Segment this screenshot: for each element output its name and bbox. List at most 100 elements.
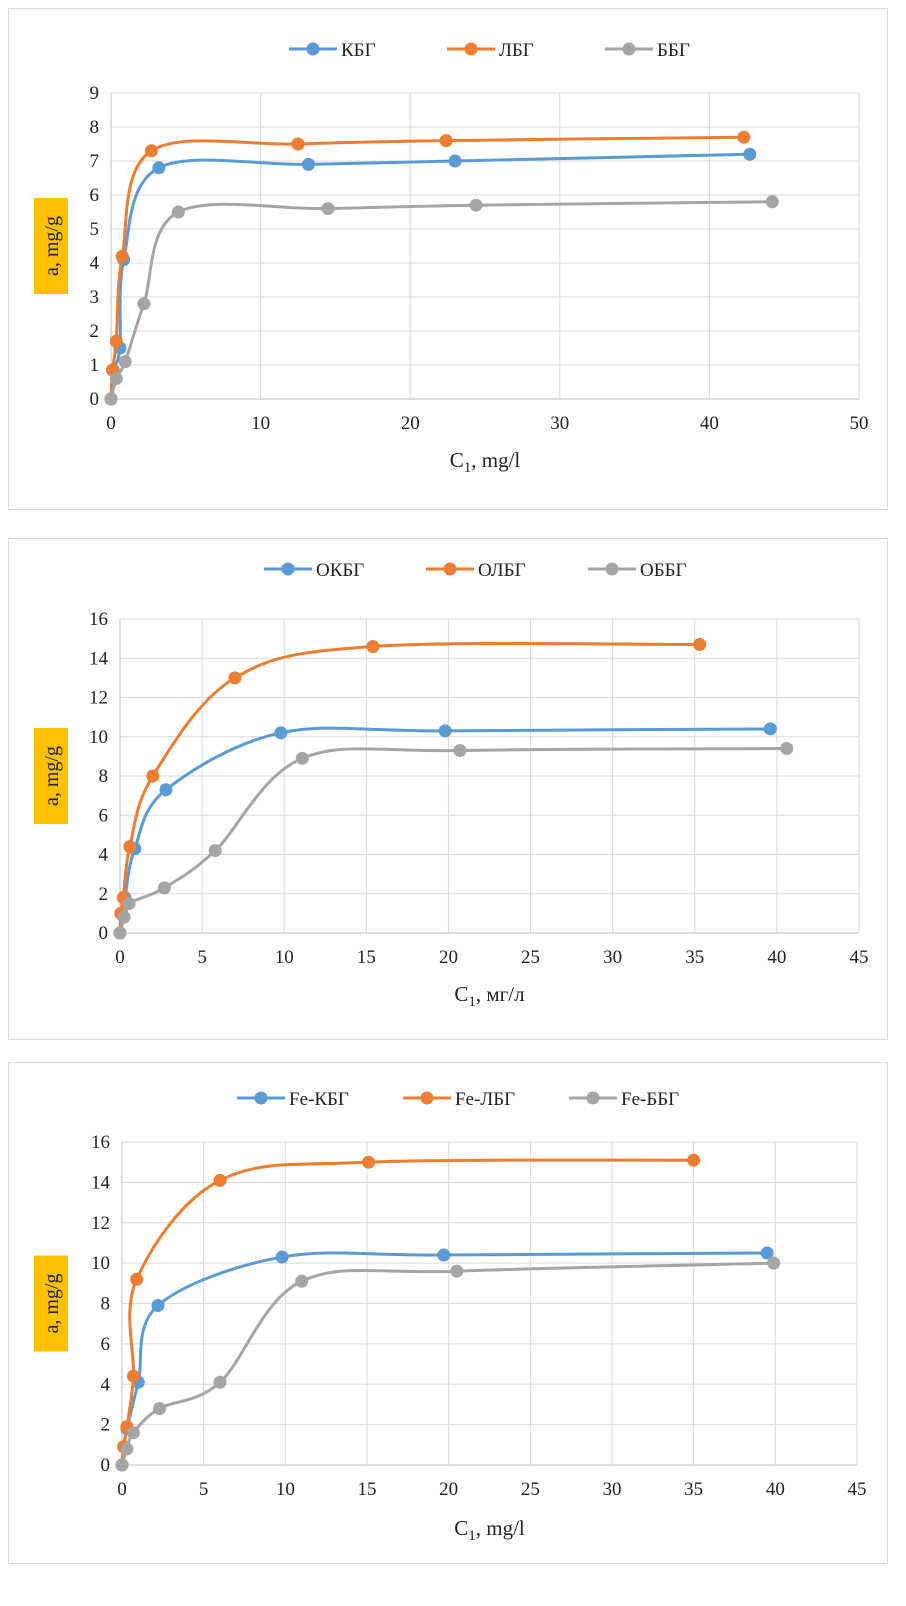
chart-1-series-3-line [109,200,774,401]
chart-2-x-axis-title: C1, мг/л [454,982,524,1010]
chart-1-data-point [109,334,123,348]
chart-1-legend-marker [464,42,478,56]
chart-2-x-tick-label: 40 [767,947,786,968]
chart-1-y-axis-title: a, mg/g [41,216,63,276]
chart-2-x-tick-label: 5 [197,947,207,968]
chart-2-x-tick-label: 45 [850,947,869,968]
chart-1-legend: КБГ ЛБГ ББГ [289,40,690,61]
chart-2-x-tick-label: 15 [357,947,376,968]
chart-2-data-point [780,742,794,756]
chart-3-x-tick-label: 30 [603,1479,622,1500]
chart-2-svg: 0 2 4 6 8 10 12 14 16 0 5 10 15 20 25 30 35 40 45 C1, мг/л a… [34,560,869,1010]
chart-1-y-tick-label: 1 [90,355,100,376]
chart-1-y-tick-label: 8 [90,117,100,138]
chart-1-series-1-line [109,152,752,401]
chart-3-x-tick-label: 0 [117,1479,127,1500]
chart-2-x-tick-label: 35 [685,947,704,968]
chart-1-x-tick-label: 50 [850,413,869,434]
chart-panel-2: 0 2 4 6 8 10 12 14 16 0 5 10 15 20 25 30 35 40 45 C1, мг/л a… [8,538,888,1040]
chart-2-y-axis-title-group: a, mg/g [34,728,68,824]
chart-panel-1: 0 1 2 3 4 5 6 7 8 9 0 10 20 30 40 50 C1, mg/l a, mg/g КБГ Л… [8,8,888,510]
chart-2-data-point [122,897,136,911]
chart-1-legend-marker [306,42,320,56]
chart-3-y-tick-label: 8 [101,1294,111,1315]
chart-3-x-tick-label: 10 [276,1479,295,1500]
chart-2-y-tick-label: 16 [89,609,108,630]
chart-2-y-tick-label: 2 [99,884,109,905]
chart-3-x-tick-label: 5 [199,1479,209,1500]
chart-1-data-point [115,249,129,263]
chart-1-y-tick-label: 3 [90,287,100,308]
chart-3-x-tick-label: 45 [848,1479,867,1500]
chart-3-legend-marker [586,1091,600,1105]
chart-1-data-point [301,157,315,171]
chart-3-gridlines [122,1141,858,1465]
chart-3-legend-marker [420,1091,434,1105]
chart-2-y-axis-title-highlight [34,728,68,824]
chart-1-x-tick-label: 0 [106,413,116,434]
chart-1-x-axis-title: C1, mg/l [450,448,521,476]
chart-3-series-1-line [120,1251,769,1467]
chart-2-gridlines [120,618,860,933]
chart-3-x-tick-label: 20 [439,1479,458,1500]
chart-2-data-point [159,783,173,797]
chart-3-data-point [213,1375,227,1389]
chart-1-y-axis-title-group: a, mg/g [34,198,68,294]
chart-2-y-tick-label: 6 [99,805,109,826]
chart-1-legend-marker [622,42,636,56]
chart-2-series-1-line [118,726,772,935]
chart-1-x-tick-label: 40 [700,413,719,434]
chart-1-series-1 [104,147,757,406]
chart-1-y-tick-label: 7 [90,151,100,172]
chart-2-data-point [693,638,707,652]
chart-1-data-point [765,195,779,209]
chart-2-y-tick-label: 10 [89,727,108,748]
chart-1-y-axis-title-highlight [34,198,68,294]
chart-3-data-point [362,1155,376,1169]
chart-1-data-point [321,202,335,216]
chart-1-data-point [743,147,757,161]
chart-2-legend-marker [281,562,295,576]
chart-1-svg: 0 1 2 3 4 5 6 7 8 9 0 10 20 30 40 50 C1, mg/l a, mg/g КБГ Л… [34,40,869,476]
chart-3-series-3 [115,1256,781,1472]
chart-3-y-axis-title: a, mg/g [41,1274,63,1334]
chart-2-legend-label: ОКБГ [316,560,364,581]
chart-3-legend-label: Fe-ББГ [621,1089,679,1110]
chart-3-y-tick-label: 12 [91,1213,110,1234]
chart-1-y-tick-label: 4 [90,253,100,274]
chart-3-y-axis-title-highlight [34,1255,68,1352]
chart-1-series-3 [104,195,779,406]
chart-2-data-point [228,671,242,685]
chart-3-y-tick-label: 14 [91,1172,111,1193]
chart-3-data-point [151,1299,165,1313]
chart-3-x-tick-label: 35 [684,1479,703,1500]
chart-3-data-point [130,1272,144,1286]
chart-2-series-3 [113,742,794,940]
chart-2-data-point [146,769,160,783]
chart-3-data-point [120,1442,134,1456]
chart-3-data-point [115,1458,129,1472]
chart-2-data-point [274,726,288,740]
chart-3-data-point [213,1173,227,1187]
chart-3-y-tick-label: 4 [101,1374,111,1395]
chart-1-legend-label: ББГ [657,40,690,61]
chart-1-data-point [104,392,118,406]
chart-3-series-3-line [120,1261,776,1467]
chart-2-y-axis-title: a, mg/g [41,746,63,806]
chart-2-series-1 [113,722,777,940]
chart-2-y-tick-label: 8 [99,766,109,787]
chart-1-data-point [137,297,151,311]
chart-1-data-point [737,130,751,144]
chart-3-x-tick-label: 25 [521,1479,540,1500]
chart-3-legend-label: Fe-ЛБГ [455,1089,515,1110]
chart-1-data-point [118,355,132,369]
chart-3-y-tick-label: 10 [91,1253,110,1274]
chart-3-x-tick-label: 40 [766,1479,785,1500]
chart-1-x-tick-label: 10 [251,413,270,434]
chart-3-data-point [450,1264,464,1278]
chart-3-y-tick-label: 6 [101,1334,111,1355]
chart-3-series-1 [115,1246,774,1472]
chart-3-data-point [275,1250,289,1264]
chart-1-series-2 [104,130,751,406]
chart-3-y-tick-label: 2 [101,1415,111,1436]
